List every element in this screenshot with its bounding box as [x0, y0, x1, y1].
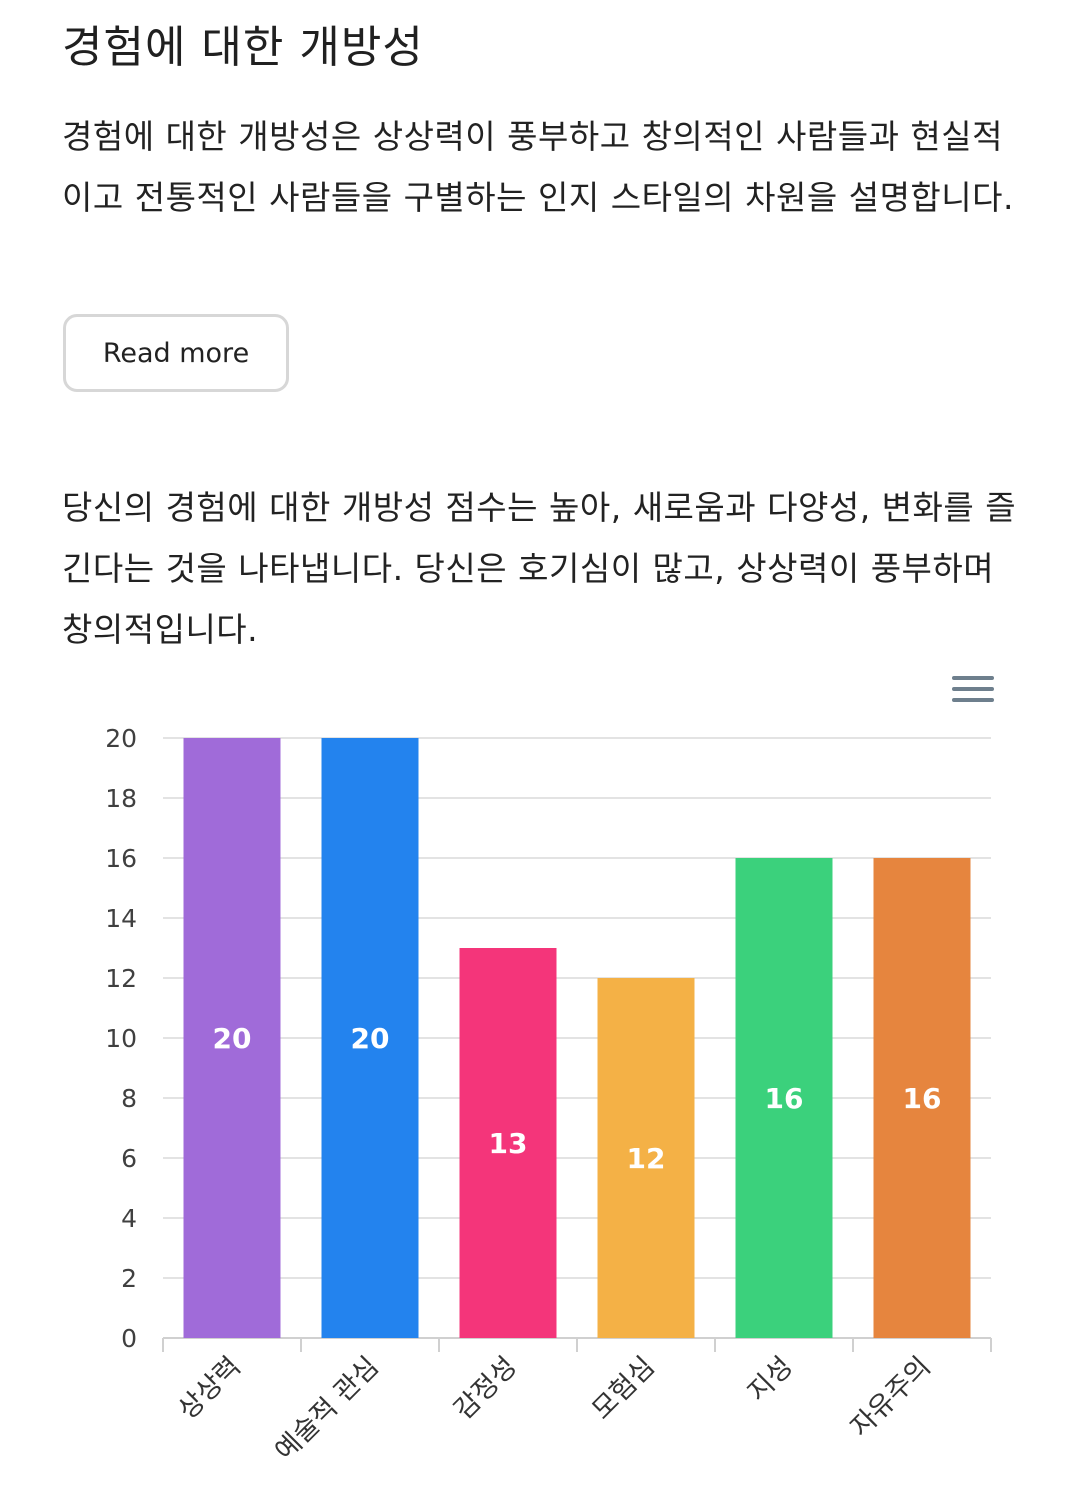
y-tick-label: 8 — [121, 1084, 137, 1113]
y-tick-label: 16 — [105, 844, 137, 873]
data-label: 16 — [765, 1082, 804, 1115]
y-tick-label: 2 — [121, 1264, 137, 1293]
y-tick-label: 18 — [105, 784, 137, 813]
section-title: 경험에 대한 개방성 — [62, 22, 424, 73]
y-tick-label: 6 — [121, 1144, 137, 1173]
bar — [873, 858, 971, 1338]
y-tick-label: 10 — [105, 1024, 137, 1053]
result-description: 당신의 경험에 대한 개방성 점수는 높아, 새로움과 다양성, 변화를 즐긴다… — [62, 488, 1017, 649]
bar-chart-svg: 0 2 4 6 8 10 12 14 16 18 20 20 상상력 20 예술적 관심 13 감정성 12 모험심… — [105, 724, 992, 1467]
bar — [183, 738, 281, 1338]
y-tick-label: 12 — [105, 964, 137, 993]
section-description: 경험에 대한 개방성은 상상력이 풍부하고 창의적인 사람들과 현실적이고 전통… — [62, 117, 1014, 217]
data-label: 13 — [489, 1127, 528, 1160]
y-tick-label: 20 — [105, 724, 137, 753]
x-tick-label: 상상력 — [172, 1351, 247, 1426]
data-label: 12 — [627, 1142, 666, 1175]
y-tick-label: 14 — [105, 904, 137, 933]
x-tick-label: 지성 — [742, 1351, 799, 1408]
bar — [321, 738, 419, 1338]
x-tick-label: 자유주의 — [845, 1351, 937, 1443]
bar — [597, 978, 695, 1338]
bar — [735, 858, 833, 1338]
y-tick-label: 0 — [121, 1324, 137, 1353]
data-label: 16 — [903, 1082, 942, 1115]
x-tick-label: 예술적 관심 — [269, 1351, 385, 1467]
read-more-button[interactable]: Read more — [63, 314, 289, 392]
x-tick-label: 모험심 — [586, 1351, 661, 1426]
bar-chart: 0 2 4 6 8 10 12 14 16 18 20 20 상상력 20 예술적 관심 13 감정성 12 모험심… — [0, 700, 1080, 1512]
bar — [459, 948, 557, 1338]
hamburger-menu-icon[interactable] — [952, 676, 994, 708]
y-tick-label: 4 — [121, 1204, 137, 1233]
data-label: 20 — [213, 1022, 252, 1055]
data-label: 20 — [351, 1022, 390, 1055]
x-tick-label: 감정성 — [448, 1351, 523, 1426]
